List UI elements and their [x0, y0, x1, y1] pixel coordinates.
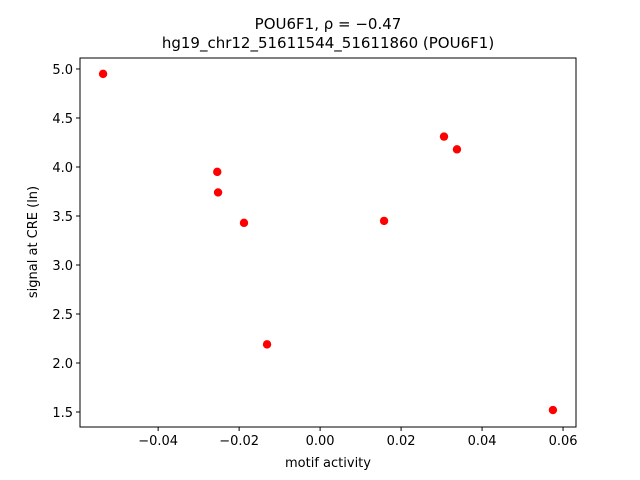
point: [213, 167, 222, 177]
x-axis-label: motif activity: [285, 456, 371, 471]
x-tick-label: 0.02: [387, 434, 416, 449]
x-tick-label: −0.04: [138, 434, 178, 449]
y-tick-label: 2.0: [52, 357, 73, 372]
point: [548, 405, 558, 415]
point: [239, 218, 249, 228]
point: [379, 216, 389, 226]
plot-frame: [79, 57, 577, 428]
y-tick-label: 4.5: [52, 112, 73, 127]
point: [452, 145, 462, 154]
point: [213, 188, 223, 197]
y-tick-label: 5.0: [52, 63, 73, 78]
y-tick-label: 3.0: [52, 259, 73, 274]
y-tick-label: 2.5: [52, 308, 73, 323]
x-tick-label: 0.06: [549, 434, 578, 449]
y-axis-label: signal at CRE (ln): [26, 186, 41, 298]
y-tick-label: 3.5: [52, 210, 73, 225]
point: [439, 132, 449, 141]
x-tick-label: 0.04: [468, 434, 497, 449]
y-tick-label: 1.5: [52, 406, 73, 421]
point: [262, 340, 272, 349]
x-tick-label: −0.02: [219, 434, 259, 449]
x-tick-label: 0.00: [306, 434, 335, 449]
chart-subtitle: hg19_chr12_51611544_51611860 (POU6F1): [162, 34, 494, 53]
chart-title: POU6F1, ρ = −0.47: [255, 15, 402, 33]
point: [98, 69, 108, 79]
y-tick-label: 4.0: [52, 161, 73, 176]
